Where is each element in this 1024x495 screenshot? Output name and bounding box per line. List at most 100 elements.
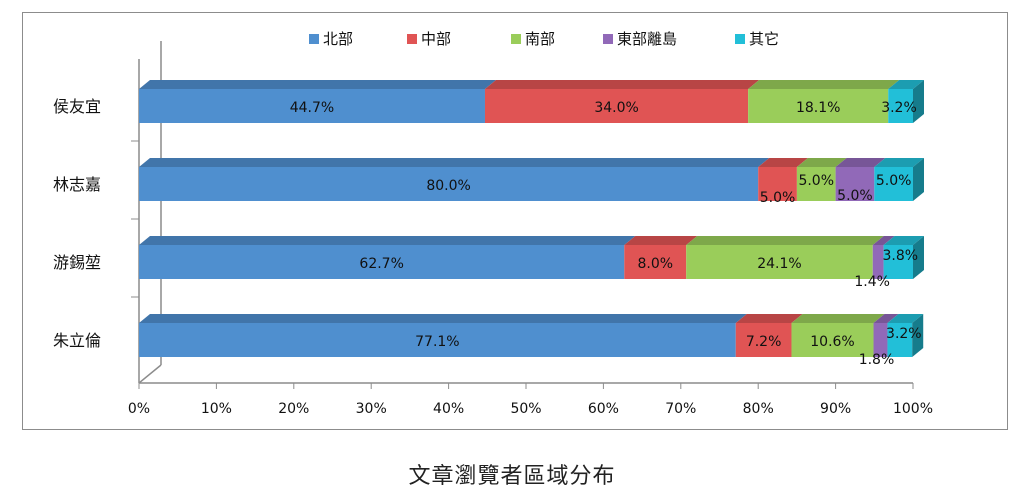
bar-segment xyxy=(686,236,884,279)
x-tick-label: 70% xyxy=(665,401,696,417)
legend-label: 其它 xyxy=(749,30,779,48)
bar-segment xyxy=(887,314,924,357)
bar-segment xyxy=(796,158,847,201)
data-label: 62.7% xyxy=(359,256,403,272)
bar-segment xyxy=(872,236,895,279)
bar-segment-side xyxy=(913,236,924,279)
data-label: 7.2% xyxy=(746,334,782,350)
bar-segment-front xyxy=(874,167,913,201)
legend-swatch xyxy=(309,34,319,44)
x-tick-label: 40% xyxy=(433,401,464,417)
bar-segment-top xyxy=(796,158,847,167)
legend-item: 北部 xyxy=(309,30,353,48)
bar-segment-top xyxy=(139,80,496,89)
bar-segment xyxy=(735,314,803,357)
bar-segment-front xyxy=(758,167,797,201)
category-label: 侯友宜 xyxy=(53,97,101,116)
bar-segment-top xyxy=(835,158,886,167)
data-label: 18.1% xyxy=(796,100,840,116)
bar-segment-top xyxy=(139,158,770,167)
bar-segment-front xyxy=(139,245,625,279)
bar-segment xyxy=(484,80,760,123)
category-label: 游錫堃 xyxy=(53,253,101,272)
bar-segment-top xyxy=(791,314,885,323)
data-label: 24.1% xyxy=(757,256,801,272)
bar-segment xyxy=(748,80,900,123)
data-label: 77.1% xyxy=(415,334,459,350)
bar-segment-front xyxy=(888,89,913,123)
bar-segment-front xyxy=(835,167,875,201)
bar-segment-top xyxy=(888,80,924,89)
bar-segment-side xyxy=(913,158,924,201)
x-tick-label: 10% xyxy=(201,401,232,417)
legend-item: 南部 xyxy=(511,30,555,48)
bar-segment-top xyxy=(735,314,803,323)
bar-segment-top xyxy=(874,158,924,167)
data-label: 5.0% xyxy=(798,173,834,189)
legend-swatch xyxy=(603,34,613,44)
bar-segment-top xyxy=(873,314,899,323)
x-tick-label: 60% xyxy=(588,401,619,417)
bar-segment-top xyxy=(748,80,900,89)
legend-swatch xyxy=(735,34,745,44)
bar-segment-side xyxy=(912,314,924,357)
category-label: 朱立倫 xyxy=(53,331,101,350)
bar-segment-front xyxy=(139,89,485,123)
bar-segment-front xyxy=(139,167,759,201)
data-label: 5.0% xyxy=(837,188,873,204)
bar-segment-front xyxy=(796,167,836,201)
bar-segment-front xyxy=(791,323,874,357)
bar-segment-front xyxy=(872,245,884,279)
bar-segment-front xyxy=(883,245,913,279)
data-label: 44.7% xyxy=(290,100,334,116)
bar-segment xyxy=(888,80,924,123)
stacked-bar-chart: 0% 10% 20% 30% 40% 50% 60% 70% 80% 90% 100% 侯友宜林志嘉… xyxy=(53,30,933,417)
data-label: 10.6% xyxy=(810,334,854,350)
bar-segment-top xyxy=(887,314,924,323)
legend-label: 北部 xyxy=(323,30,353,48)
x-tick-label: 80% xyxy=(743,401,774,417)
legend-item: 其它 xyxy=(735,30,779,48)
x-tick-label: 30% xyxy=(356,401,387,417)
data-label: 5.0% xyxy=(760,190,796,206)
legend-item: 東部離島 xyxy=(603,30,677,48)
bar-segment xyxy=(624,236,698,279)
bar-segment-front xyxy=(484,89,749,123)
x-tick-label: 100% xyxy=(893,401,933,417)
x-tick-label: 20% xyxy=(278,401,309,417)
bar-segment-front xyxy=(686,245,873,279)
bar-segment xyxy=(835,158,886,201)
bar-segment-top xyxy=(686,236,884,245)
bar-segment xyxy=(139,158,770,201)
data-label: 8.0% xyxy=(637,256,673,272)
data-label: 3.2% xyxy=(881,100,917,116)
bar-segment xyxy=(883,236,924,279)
bar-segment-top xyxy=(484,80,760,89)
legend-item: 中部 xyxy=(407,30,451,48)
x-tick-label: 0% xyxy=(128,401,150,417)
bar-segment-top xyxy=(883,236,924,245)
bar-segment-front xyxy=(624,245,687,279)
bar-segment xyxy=(874,158,924,201)
bar-segment-top xyxy=(139,314,747,323)
data-label: 5.0% xyxy=(876,173,912,189)
legend-swatch xyxy=(407,34,417,44)
bar-segment-side xyxy=(913,80,924,123)
data-label: 1.8% xyxy=(859,352,895,368)
data-label: 34.0% xyxy=(594,100,638,116)
bar-segment xyxy=(758,158,808,201)
x-tick-label: 90% xyxy=(820,401,851,417)
legend-label: 南部 xyxy=(525,30,555,48)
legend-label: 東部離島 xyxy=(617,30,677,48)
data-label: 3.2% xyxy=(886,326,922,342)
bar-segment-front xyxy=(748,89,889,123)
bar-segment-top xyxy=(624,236,698,245)
bar-segment xyxy=(873,314,899,357)
x-tick-label: 50% xyxy=(510,401,541,417)
category-label: 林志嘉 xyxy=(53,175,101,194)
bar-segment xyxy=(139,80,496,123)
bar-segment xyxy=(139,236,636,279)
bar-segment xyxy=(791,314,885,357)
bar-segment-top xyxy=(139,236,636,245)
bar-segment-front xyxy=(735,323,792,357)
